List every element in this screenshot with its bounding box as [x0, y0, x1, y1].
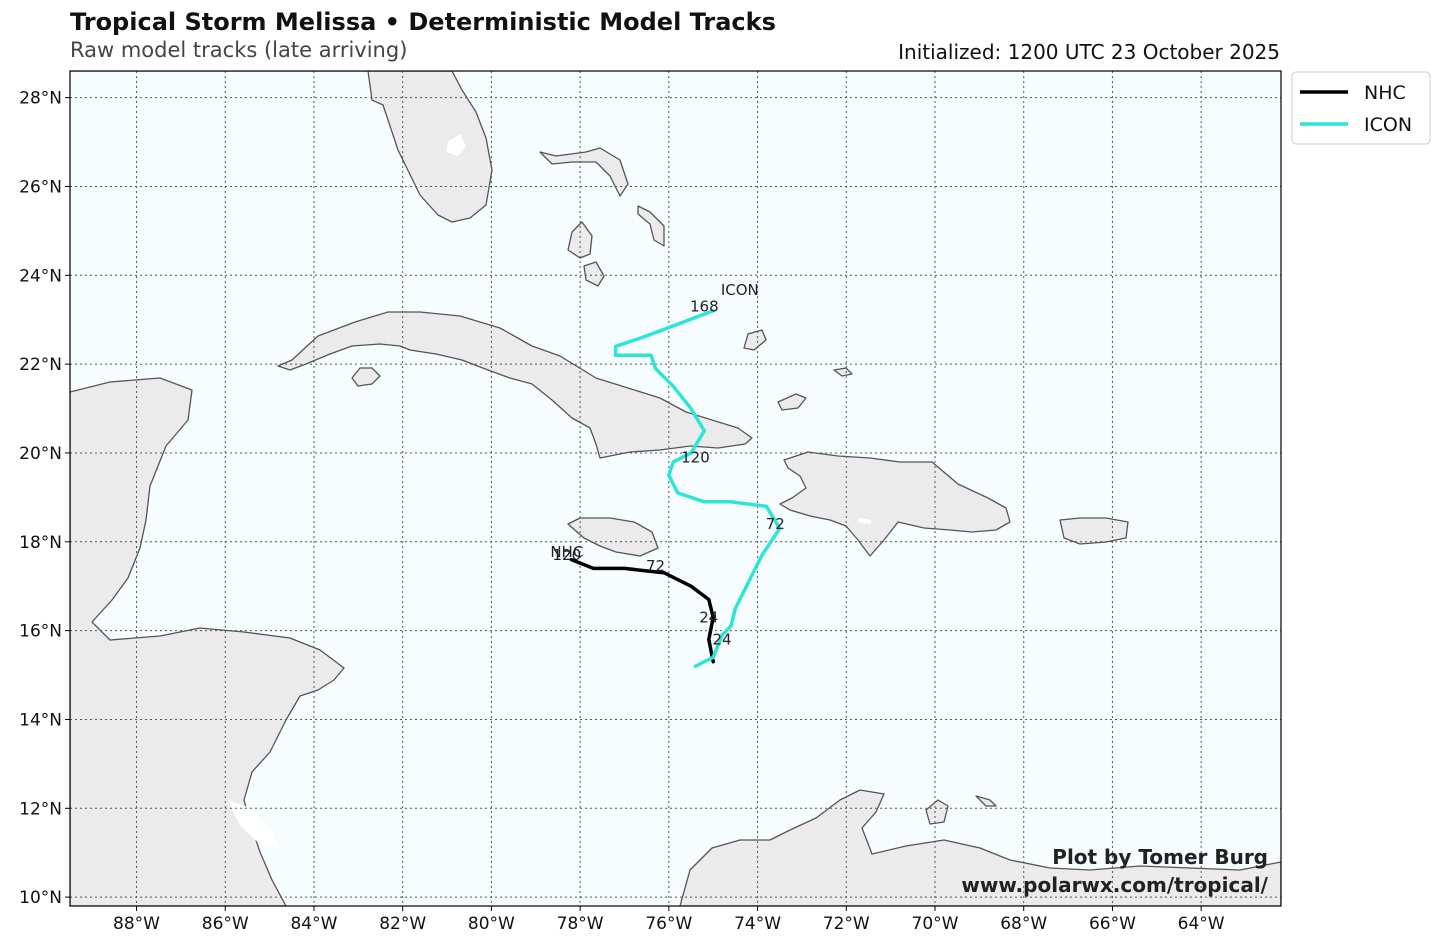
longitude-ticks: 88°W 86°W 84°W 82°W 80°W 78°W 76°W 74°W 72°W 70°W… — [113, 906, 1225, 934]
inagua-land — [777, 393, 807, 411]
lat-tick-label: 18°N — [19, 533, 62, 553]
track-line-icon — [613, 309, 782, 668]
forecast-hour-label: 168 — [690, 297, 719, 315]
hispaniola-land — [779, 451, 1011, 557]
forecast-hour-label: 24 — [699, 608, 718, 626]
land-layer — [70, 71, 1281, 906]
bahamas-exuma — [583, 261, 605, 287]
lon-tick-label: 80°W — [468, 914, 515, 934]
chart-title: Tropical Storm Melissa • Deterministic M… — [70, 8, 776, 36]
lon-tick-label: 68°W — [1000, 914, 1047, 934]
chart-subtitle: Raw model tracks (late arriving) — [70, 38, 408, 62]
jamaica-land — [567, 517, 659, 557]
lon-tick-label: 82°W — [379, 914, 426, 934]
lon-tick-label: 78°W — [557, 914, 604, 934]
lon-tick-label: 84°W — [290, 914, 337, 934]
lat-tick-label: 28°N — [19, 89, 62, 109]
graticule — [70, 71, 1281, 906]
south-america-land — [679, 789, 1281, 906]
lake-enriquillo — [858, 518, 872, 524]
lat-tick-label: 10°N — [19, 888, 62, 908]
florida-land — [70, 71, 493, 223]
forecast-hour-label: 72 — [646, 557, 665, 575]
legend-label-nhc: NHC — [1364, 82, 1406, 104]
lakes-layer — [228, 134, 872, 848]
credit-author: Plot by Tomer Burg — [1052, 845, 1268, 869]
map-frame — [69, 70, 1282, 907]
lon-tick-label: 76°W — [645, 914, 692, 934]
turks-caicos-land — [833, 367, 853, 377]
latitude-ticks: 28°N 26°N 24°N 22°N 20°N 18°N 16°N 14°N 12°N 10°N — [19, 89, 70, 908]
legend-box — [1291, 71, 1431, 145]
lon-tick-label: 86°W — [202, 914, 249, 934]
lon-tick-label: 74°W — [734, 914, 781, 934]
legend-label-icon: ICON — [1364, 114, 1412, 136]
initialized-time: Initialized: 1200 UTC 23 October 2025 — [898, 40, 1280, 64]
curacao-land — [975, 795, 997, 807]
bahamas-andros — [567, 221, 593, 259]
forecast-hour-label: 120 — [553, 546, 582, 564]
forecast-hour-label: 24 — [713, 631, 732, 649]
forecast-hour-label: 72 — [766, 515, 785, 533]
lake-okeechobee — [446, 134, 466, 156]
lat-tick-label: 26°N — [19, 177, 62, 197]
lon-tick-label: 64°W — [1178, 914, 1225, 934]
credit-block: Plot by Tomer Burg www.polarwx.com/tropi… — [961, 845, 1268, 897]
puerto-rico-land — [1059, 517, 1129, 545]
forecast-hour-label: 120 — [681, 448, 710, 466]
trinidad-land — [925, 799, 949, 825]
lon-tick-label: 72°W — [823, 914, 870, 934]
acklins-land — [743, 329, 767, 351]
lat-tick-label: 22°N — [19, 355, 62, 375]
track-name-label: ICON — [721, 281, 759, 299]
track-line-nhc — [569, 557, 715, 664]
lon-tick-label: 70°W — [912, 914, 959, 934]
isla-juventud — [351, 367, 381, 387]
lat-tick-label: 24°N — [19, 266, 62, 286]
bahamas-abaco — [539, 147, 629, 197]
cuba-land — [277, 311, 753, 459]
lon-tick-label: 88°W — [113, 914, 160, 934]
lat-tick-label: 14°N — [19, 710, 62, 730]
legend: NHC ICON — [1291, 71, 1431, 145]
lat-tick-label: 12°N — [19, 799, 62, 819]
credit-url: www.polarwx.com/tropical/ — [961, 873, 1268, 897]
lake-nicaragua — [228, 800, 280, 848]
lon-tick-label: 66°W — [1089, 914, 1136, 934]
lat-tick-label: 16°N — [19, 622, 62, 642]
bahamas-eleuthera — [637, 205, 665, 247]
track-name-label: NHC — [550, 543, 583, 561]
lat-tick-label: 20°N — [19, 444, 62, 464]
